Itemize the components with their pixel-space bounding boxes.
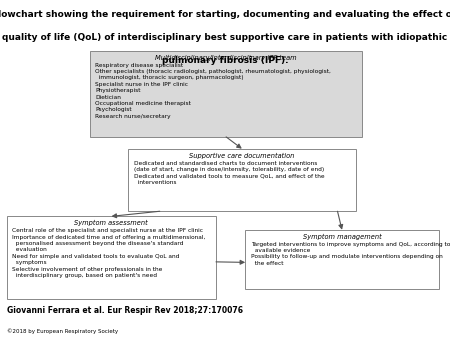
FancyBboxPatch shape [245,230,439,289]
Text: Giovanni Ferrara et al. Eur Respir Rev 2018;27:170076: Giovanni Ferrara et al. Eur Respir Rev 2… [7,306,243,315]
FancyBboxPatch shape [90,51,362,137]
Text: ©2018 by European Respiratory Society: ©2018 by European Respiratory Society [7,329,118,334]
Text: pulmonary fibrosis (IPF).: pulmonary fibrosis (IPF). [162,56,288,65]
FancyBboxPatch shape [7,216,216,299]
FancyBboxPatch shape [128,149,356,211]
Text: Supportive care documentation: Supportive care documentation [189,153,295,159]
Text: Multidisciplinary/Interdisciplinary IPF team: Multidisciplinary/Interdisciplinary IPF … [155,55,297,61]
Text: Targeted interventions to improve symptoms and QoL, according to
  available evi: Targeted interventions to improve sympto… [251,242,450,266]
Text: quality of life (QoL) of interdisciplinary best supportive care in patients with: quality of life (QoL) of interdisciplina… [2,33,448,42]
Text: Flowchart showing the requirement for starting, documenting and evaluating the e: Flowchart showing the requirement for st… [0,10,450,19]
Text: Symptom assessment: Symptom assessment [75,220,148,226]
Text: Respiratory disease specialist
Other specialists (thoracic radiologist, patholog: Respiratory disease specialist Other spe… [95,63,331,119]
Text: Central role of the specialist and specialist nurse at the IPF clinic
Importance: Central role of the specialist and speci… [12,228,206,278]
Text: Dedicated and standardised charts to document interventions
(date of start, chan: Dedicated and standardised charts to doc… [134,161,324,185]
Text: Symptom management: Symptom management [302,234,382,240]
